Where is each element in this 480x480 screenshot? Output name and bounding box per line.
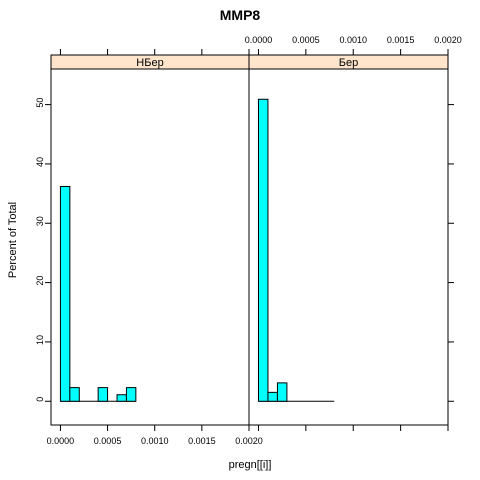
chart-title: MMP8 [220, 7, 261, 23]
x-tick-label-bottom-1: 0.0005 [94, 436, 122, 446]
x-axis-label: pregn[[i]] [229, 459, 272, 471]
bar-panel2-bin3 [276, 382, 288, 402]
panel-1-frame [50, 68, 250, 426]
bar-panel1-bin5 [97, 387, 109, 402]
x-tick-label-bottom-0: 0.0000 [47, 436, 75, 446]
x-tick-label-top-1: 0.0005 [292, 35, 320, 45]
y-tick-label-1: 10 [35, 335, 45, 345]
y-tick-label-0: 0 [35, 397, 45, 402]
x-tick-label-bottom-3: 0.0015 [188, 436, 216, 446]
bar-panel1-bin8 [125, 387, 137, 402]
bar-panel1-bin2 [69, 387, 80, 402]
bar-panel1-bin1 [59, 185, 71, 402]
x-tick-label-top-3: 0.0015 [387, 35, 415, 45]
y-tick-label-3: 30 [35, 216, 45, 226]
y-tick-label-4: 40 [35, 157, 45, 167]
bar-panel1-bin7 [116, 394, 127, 402]
panel-2-frame [248, 68, 449, 426]
strip-label-2: Бер [339, 57, 358, 69]
x-tick-label-top-4: 0.0020 [434, 35, 462, 45]
y-axis-label: Percent of Total [7, 202, 19, 278]
y-tick-label-2: 20 [35, 276, 45, 286]
x-tick-label-top-2: 0.0010 [339, 35, 367, 45]
bar-panel2-bin1 [257, 98, 269, 402]
x-tick-label-bottom-2: 0.0010 [141, 436, 169, 446]
strip-label-1: НБер [136, 57, 163, 69]
x-tick-label-top-0: 0.0000 [245, 35, 273, 45]
x-tick-label-bottom-4: 0.0020 [235, 436, 263, 446]
bar-panel2-bin2 [267, 391, 278, 402]
plot-layer: НБер Бер 0 10 20 30 40 50 0.0000 0.0000 0.0005 0.00… [35, 35, 462, 446]
y-tick-label-5: 50 [35, 98, 45, 108]
